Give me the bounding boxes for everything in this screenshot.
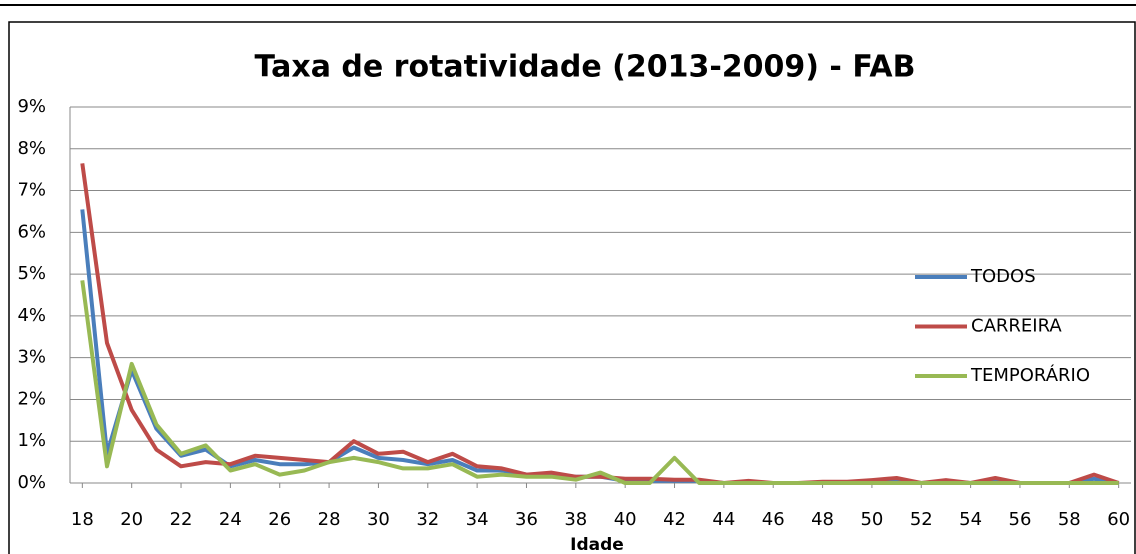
- y-tick-label: 4%: [17, 305, 46, 326]
- x-tick-label: 36: [515, 509, 538, 530]
- chart-title: Taxa de rotatividade (2013-2009) - FAB: [255, 50, 916, 85]
- x-tick-label: 32: [416, 509, 439, 530]
- y-tick-label: 8%: [17, 138, 46, 159]
- y-tick-label: 0%: [17, 472, 46, 493]
- legend-label: TEMPORÁRIO: [970, 364, 1090, 386]
- series-line: [80, 209, 1120, 485]
- x-tick-label: 20: [120, 509, 143, 530]
- x-axis-label: Idade: [570, 535, 624, 554]
- x-tick-label: 60: [1107, 509, 1130, 530]
- x-tick-label: 58: [1058, 509, 1081, 530]
- y-tick-label: 7%: [17, 180, 46, 201]
- x-tick-label: 48: [811, 509, 834, 530]
- y-tick-label: 5%: [17, 263, 46, 284]
- y-tick-label: 3%: [17, 347, 46, 368]
- x-tick-label: 46: [762, 509, 785, 530]
- series-line: [80, 280, 1119, 485]
- x-tick-label: 34: [466, 509, 489, 530]
- x-tick-label: 24: [219, 509, 242, 530]
- y-tick-label: 9%: [17, 96, 46, 117]
- x-tick-label: 42: [663, 509, 686, 530]
- x-tick-label: 50: [860, 509, 883, 530]
- x-tick-label: 22: [170, 509, 193, 530]
- x-tick-label: 28: [318, 509, 341, 530]
- x-tick-label: 38: [564, 509, 587, 530]
- legend-label: TODOS: [970, 266, 1036, 287]
- x-tick-label: 54: [959, 509, 982, 530]
- y-tick-label: 1%: [17, 430, 46, 451]
- series-line: [80, 163, 1120, 485]
- x-tick-label: 56: [1009, 509, 1032, 530]
- x-tick-label: 52: [910, 509, 933, 530]
- y-tick-label: 2%: [17, 388, 46, 409]
- x-tick-label: 18: [71, 509, 94, 530]
- x-tick-label: 40: [614, 509, 637, 530]
- x-tick-label: 44: [712, 509, 735, 530]
- x-tick-label: 30: [367, 509, 390, 530]
- y-tick-label: 6%: [17, 221, 46, 242]
- x-tick-label: 26: [268, 509, 291, 530]
- chart-frame: [8, 21, 1136, 554]
- legend-label: CARREIRA: [971, 316, 1062, 337]
